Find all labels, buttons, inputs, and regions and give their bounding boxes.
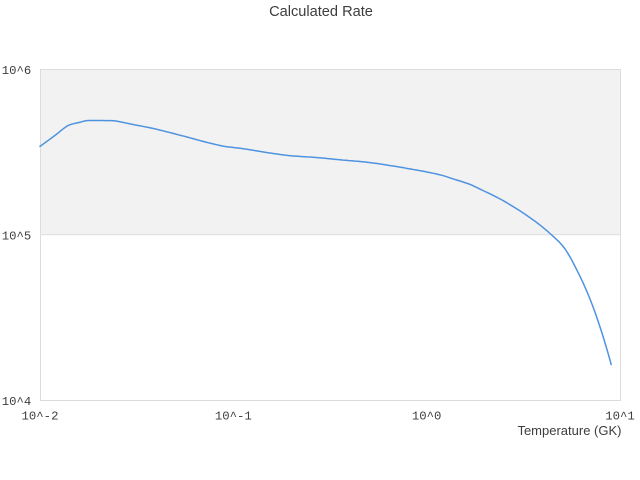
svg-text:10^0: 10^0 — [412, 409, 442, 423]
svg-text:Temperature (GK): Temperature (GK) — [517, 423, 621, 438]
svg-text:Calculated Rate: Calculated Rate — [269, 4, 373, 20]
svg-text:10^-1: 10^-1 — [215, 409, 252, 423]
svg-text:10^4: 10^4 — [2, 395, 32, 409]
svg-text:10^1: 10^1 — [605, 409, 635, 423]
svg-text:10^5: 10^5 — [2, 229, 32, 243]
svg-text:10^6: 10^6 — [2, 64, 32, 78]
svg-text:10^-2: 10^-2 — [22, 409, 59, 423]
